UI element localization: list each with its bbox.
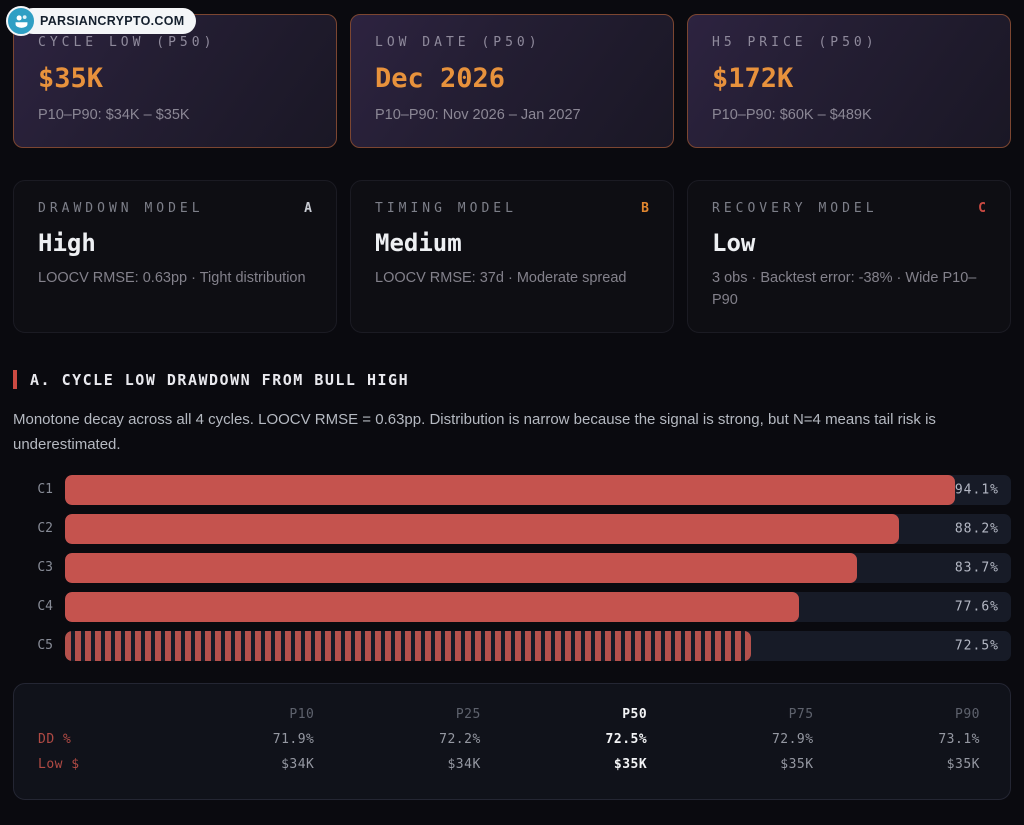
bar-fill xyxy=(65,513,900,544)
col-header-p75: P75 xyxy=(788,706,814,722)
bar-value: 77.6% xyxy=(954,599,999,614)
model-confidence-level: Medium xyxy=(375,229,462,257)
bar-track: 77.6% xyxy=(65,591,1011,622)
section-heading: A. CYCLE LOW DRAWDOWN FROM BULL HIGH xyxy=(13,370,1011,389)
parsiancrypto-logo[interactable]: PARSIANCRYPTO.COM xyxy=(6,6,197,36)
col-header-p50: P50 xyxy=(622,706,648,722)
bar-value: 88.2% xyxy=(954,521,999,536)
bar-label: C2 xyxy=(37,521,53,536)
row-label-low-usd: Low $ xyxy=(38,756,80,772)
table-cell: $35K xyxy=(780,756,814,772)
table-cell: 72.2% xyxy=(439,731,481,747)
stat-card-h5-price: H5 PRICE (P50) $172K P10–P90: $60K – $48… xyxy=(687,14,1011,148)
stat-card-value: $172K xyxy=(712,63,794,94)
model-card-drawdown: DRAWDOWN MODEL A High LOOCV RMSE: 0.63pp… xyxy=(13,180,337,333)
stat-cards-row: CYCLE LOW (P50) $35K P10–P90: $34K – $35… xyxy=(13,14,1011,148)
bar-value: 94.1% xyxy=(954,482,999,497)
table-cell: $34K xyxy=(281,756,315,772)
model-badge-c: C xyxy=(978,201,986,216)
stat-card-cycle-low: CYCLE LOW (P50) $35K P10–P90: $34K – $35… xyxy=(13,14,337,148)
bar-fill-striped xyxy=(65,630,751,661)
model-confidence-level: High xyxy=(38,229,96,257)
bar-value: 72.5% xyxy=(954,638,999,653)
bar-row-c3: C3 83.7% xyxy=(13,552,1011,583)
model-card-recovery: RECOVERY MODEL C Low 3 obs · Backtest er… xyxy=(687,180,1011,333)
drawdown-bar-chart: C1 94.1% C2 88.2% C3 83.7% C4 77.6% xyxy=(13,474,1011,661)
model-card-timing: TIMING MODEL B Medium LOOCV RMSE: 37d · … xyxy=(350,180,674,333)
stat-card-low-date: LOW DATE (P50) Dec 2026 P10–P90: Nov 202… xyxy=(350,14,674,148)
stat-card-title: H5 PRICE (P50) xyxy=(712,35,878,50)
table-cell-p50: $35K xyxy=(613,756,648,772)
col-header-p90: P90 xyxy=(955,706,980,722)
percentile-table: P10 P25 P50 P75 P90 DD % 71.9% 72.2% 72.… xyxy=(38,707,980,772)
table-cell: $34K xyxy=(447,756,481,772)
table-cell: 73.1% xyxy=(938,731,980,747)
bar-row-c1: C1 94.1% xyxy=(13,474,1011,505)
model-detail: LOOCV RMSE: 37d · Moderate spread xyxy=(375,270,627,286)
stat-card-value: Dec 2026 xyxy=(375,63,506,94)
model-card-title: TIMING MODEL xyxy=(375,201,517,216)
bar-track: 88.2% xyxy=(65,513,1011,544)
section-accent-bar xyxy=(13,370,17,389)
stat-card-value: $35K xyxy=(38,63,104,94)
dashboard: CYCLE LOW (P50) $35K P10–P90: $34K – $35… xyxy=(13,14,1011,800)
model-card-title: DRAWDOWN MODEL xyxy=(38,201,204,216)
percentile-table-card: P10 P25 P50 P75 P90 DD % 71.9% 72.2% 72.… xyxy=(13,682,1011,800)
section-description: Monotone decay across all 4 cycles. LOOC… xyxy=(13,411,936,453)
stat-card-title: CYCLE LOW (P50) xyxy=(38,35,216,50)
bar-label: C3 xyxy=(37,560,53,575)
model-detail: 3 obs · Backtest error: -38% · Wide P10–… xyxy=(712,270,977,309)
bar-fill xyxy=(65,591,800,622)
bar-fill xyxy=(65,474,956,505)
bar-track: 72.5% xyxy=(65,630,1011,661)
bar-track: 83.7% xyxy=(65,552,1011,583)
stat-card-range: P10–P90: Nov 2026 – Jan 2027 xyxy=(375,107,581,123)
model-badge-a: A xyxy=(304,201,312,216)
stat-card-range: P10–P90: $60K – $489K xyxy=(712,107,872,123)
parsiancrypto-logo-icon xyxy=(6,6,36,36)
bar-row-c2: C2 88.2% xyxy=(13,513,1011,544)
model-badge-b: B xyxy=(641,201,649,216)
bar-row-c5-forecast: C5 72.5% xyxy=(13,630,1011,661)
model-confidence-level: Low xyxy=(712,229,756,257)
bar-label: C4 xyxy=(37,599,53,614)
table-cell: 71.9% xyxy=(272,731,315,747)
bar-track: 94.1% xyxy=(65,474,1011,505)
model-card-title: RECOVERY MODEL xyxy=(712,201,878,216)
stat-card-title: LOW DATE (P50) xyxy=(375,35,541,50)
section-title: A. CYCLE LOW DRAWDOWN FROM BULL HIGH xyxy=(30,370,410,389)
col-header-p25: P25 xyxy=(455,706,481,722)
table-cell: 72.9% xyxy=(771,731,814,747)
stat-card-range: P10–P90: $34K – $35K xyxy=(38,107,190,123)
bar-label: C1 xyxy=(37,482,53,497)
table-cell-p50: 72.5% xyxy=(605,731,648,747)
row-label-dd-pct: DD % xyxy=(38,731,72,747)
table-cell: $35K xyxy=(946,756,980,772)
model-detail: LOOCV RMSE: 0.63pp · Tight distribution xyxy=(38,270,306,286)
bar-label: C5 xyxy=(37,638,53,653)
col-header-p10: P10 xyxy=(289,706,315,722)
parsiancrypto-logo-text: PARSIANCRYPTO.COM xyxy=(20,8,197,34)
bar-row-c4: C4 77.6% xyxy=(13,591,1011,622)
bar-value: 83.7% xyxy=(954,560,999,575)
model-cards-row: DRAWDOWN MODEL A High LOOCV RMSE: 0.63pp… xyxy=(13,180,1011,333)
bar-fill xyxy=(65,552,857,583)
